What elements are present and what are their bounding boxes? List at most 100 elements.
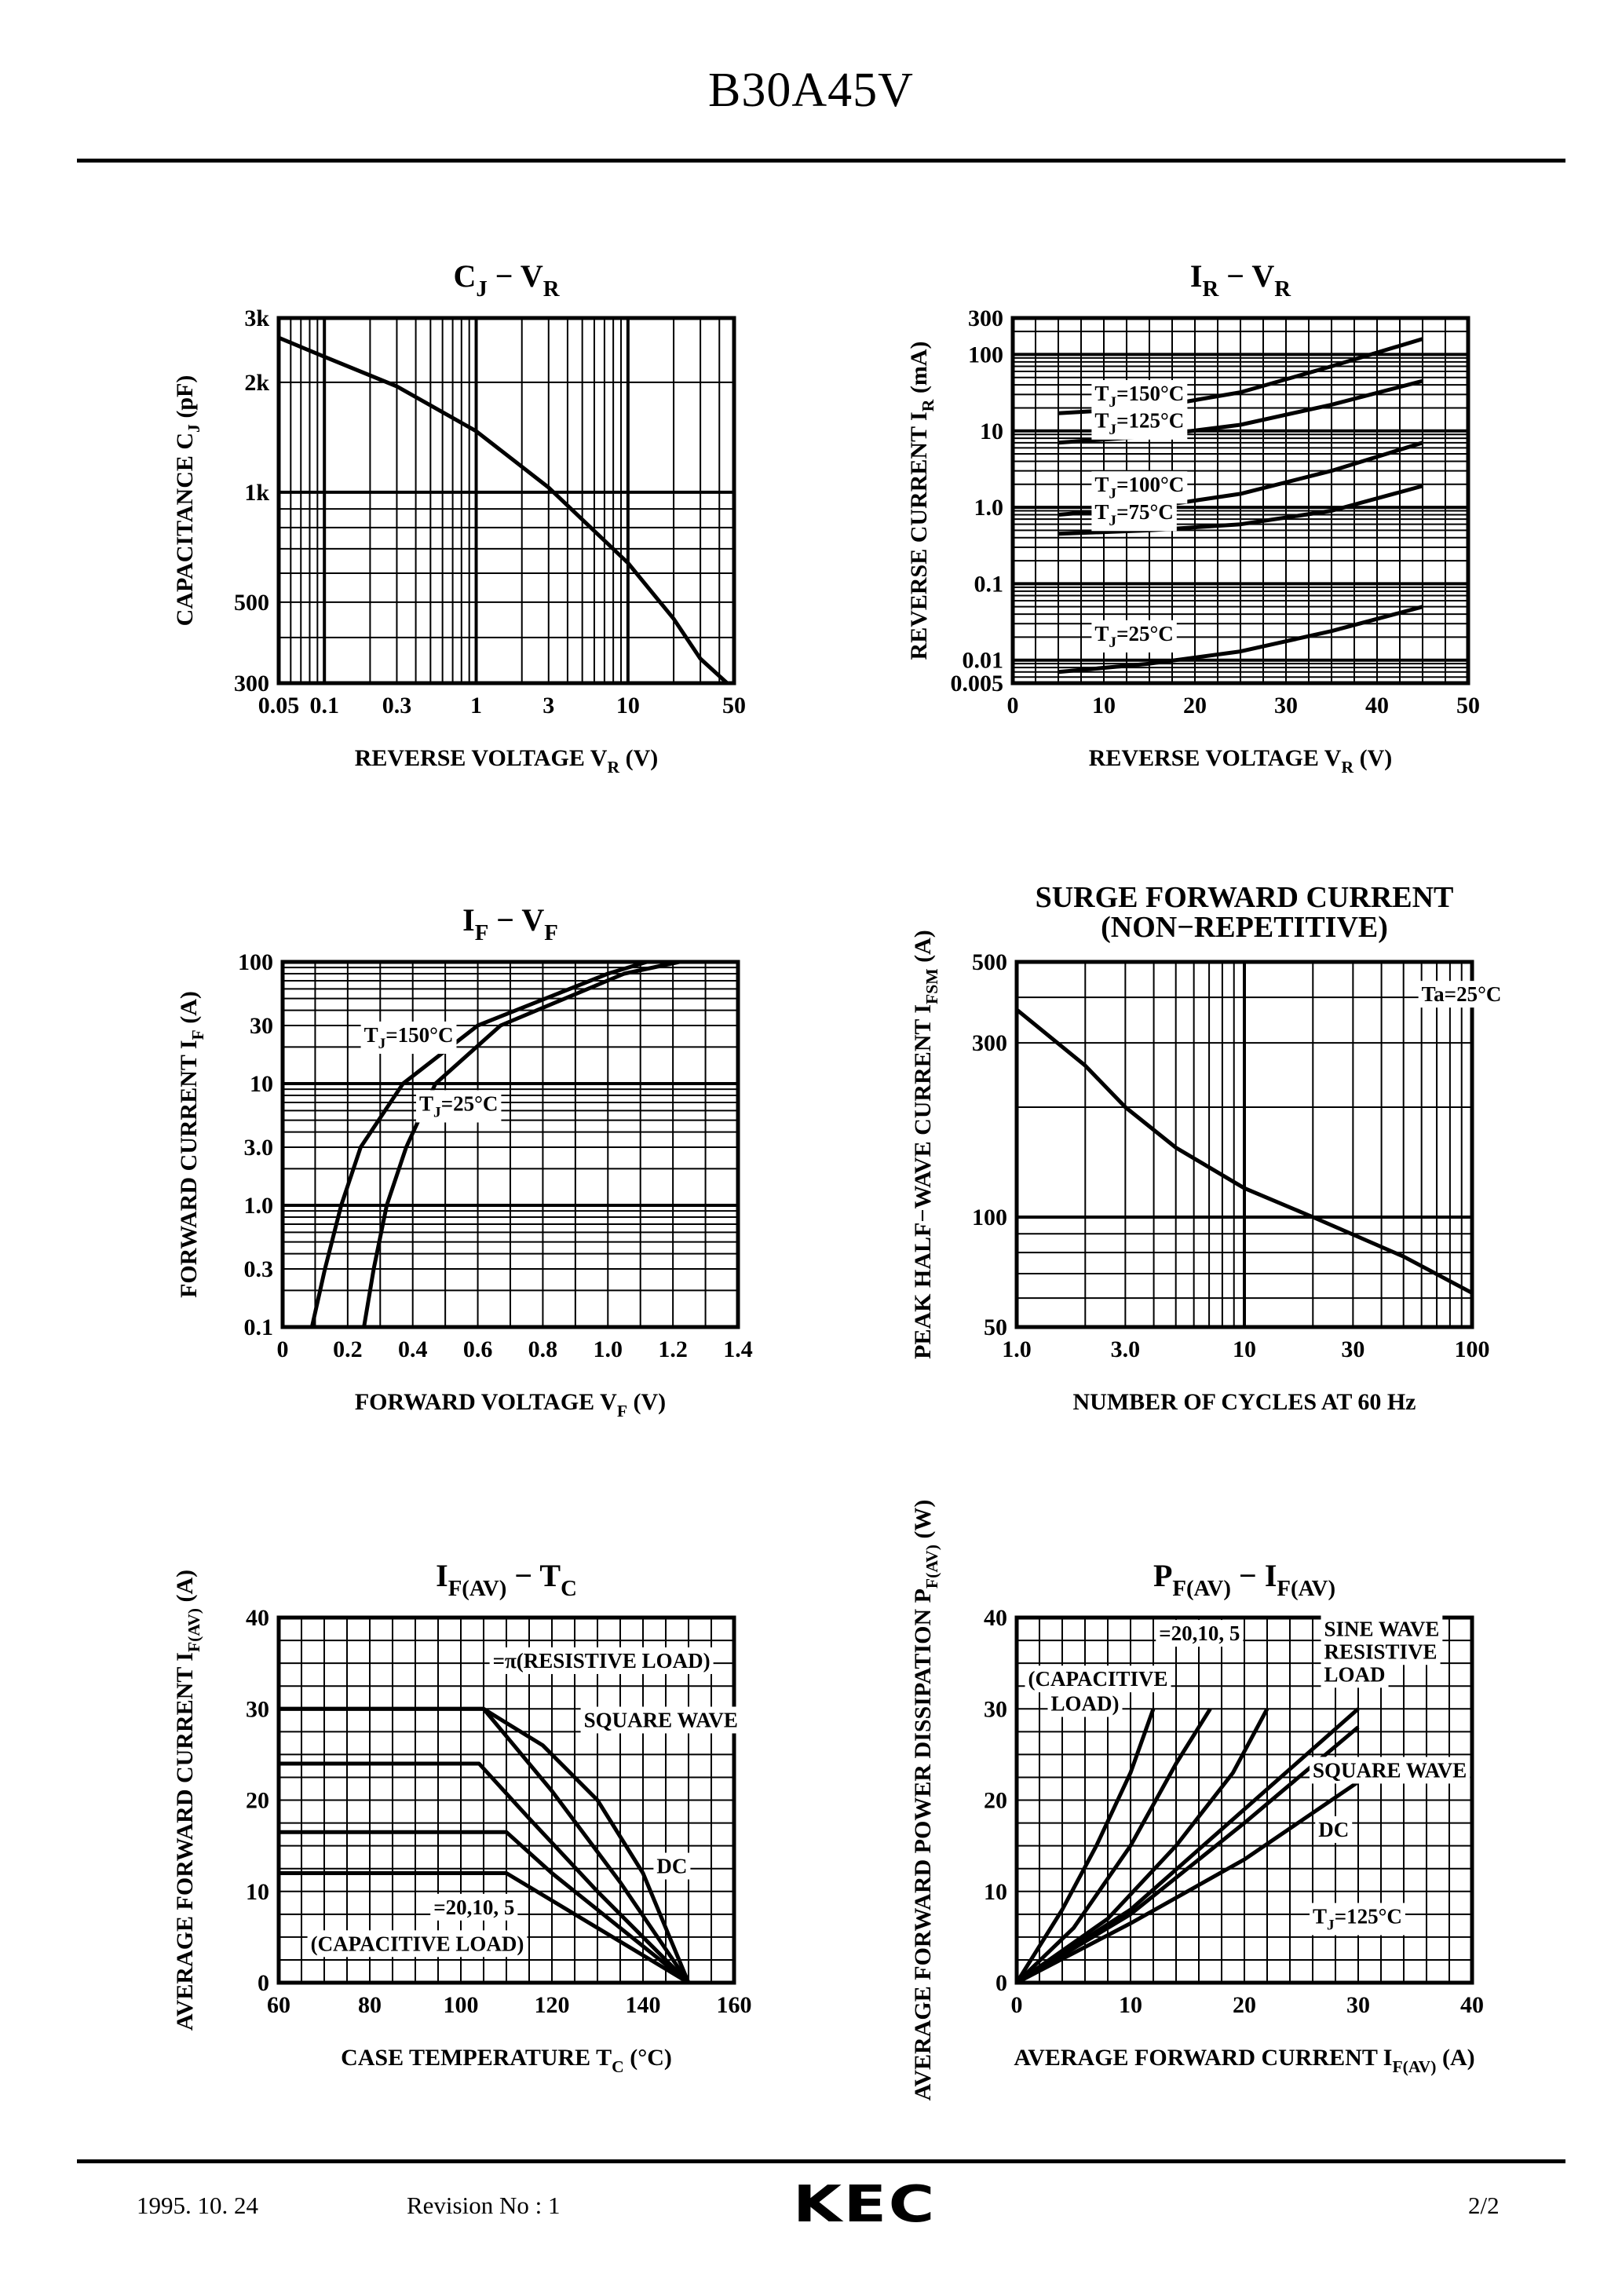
x-tick-label: 100 [444,1992,479,2018]
y-tick-label: 40 [246,1605,269,1631]
plot-frame [276,316,736,686]
annotation-bg [1047,1690,1123,1717]
annotation-bg [360,1021,457,1055]
annotation-label: DC [656,1855,687,1878]
y-tick-label: 300 [968,305,1003,331]
annotation-label: TJ​=125°C [1313,1904,1402,1933]
plot-frame [280,960,740,1329]
x-tick-label: 0.6 [463,1336,493,1362]
grid [278,317,735,684]
series-line [279,1830,690,1984]
y-tick-label: 10 [984,1879,1007,1905]
annotation-bg [653,1852,691,1880]
series-line [1015,1007,1474,1295]
annotation-label: =20,10, 5 [433,1896,514,1919]
y-tick-label: 3k [244,305,269,331]
y-tick-label: 300 [234,671,269,696]
x-axis-label: AVERAGE FORWARD CURRENT IF(AV)​ (A) [1014,2045,1474,2076]
annotation-label: SINE WAVE [1324,1617,1440,1640]
annotation-bg [416,1090,502,1123]
footer-date: 1995. 10. 24 [137,2192,258,2219]
series-line [1058,605,1423,675]
page-title: B30A45V [708,64,914,117]
chart-pfav-ifav: 0 10 20 30 40 0 10 20 30 40 PF(AV)​ − IF(AV)​ AVERA… [910,1500,1484,2101]
annotation-label: TJ​=150°C [1094,382,1184,411]
x-tick-label: 100 [1455,1336,1490,1362]
annotation-label: LOAD) [1051,1692,1120,1716]
x-tick-label: 10 [1119,1992,1142,2018]
chart-title: CJ​ − VR​ [453,258,560,302]
annotation-bg [1091,620,1177,653]
x-tick-label: 60 [267,1992,290,2018]
annotation-label: TJ​=75°C [1094,500,1173,529]
x-tick-label: 0.05 [258,693,300,718]
chart-title: IR​ − VR​ [1190,258,1291,302]
y-tick-label: 10 [250,1071,273,1097]
annotation-label: TJ​=150°C [364,1023,454,1052]
annotation-bg [1321,1615,1443,1643]
chart-cj-vr: 0.05 0.1 0.3 1 3 10 50 300 500 1k 2k 3k CJ​ − VR​ REV… [172,258,746,777]
x-tick-label: 1.4 [723,1336,753,1362]
x-axis-label: FORWARD VOLTAGE VF​ (V) [355,1389,666,1420]
y-tick-label: 10 [980,419,1003,444]
y-tick-label: 0.005 [951,671,1004,696]
y-tick-label: 50 [984,1314,1007,1340]
y-tick-label: 2k [244,370,269,396]
y-tick-label: 30 [250,1013,273,1039]
y-tick-label: 40 [984,1605,1007,1631]
x-tick-label: 0 [1011,1992,1023,2018]
series-line [1015,1708,1269,1985]
y-tick-label: 0.3 [244,1256,274,1282]
y-tick-label: 500 [234,590,269,616]
annotation-bg [430,1893,518,1921]
annotation-label: LOAD [1324,1662,1386,1686]
x-tick-label: 50 [1456,693,1480,718]
series-line [279,1761,690,1984]
annotation-label: TJ​=125°C [1094,409,1184,438]
x-tick-label: 0.4 [398,1336,428,1362]
annotation-label: (CAPACITIVE [1028,1667,1168,1691]
y-tick-label: 500 [972,949,1007,975]
y-tick-label: 30 [984,1696,1007,1722]
annotation-label: Ta=25°C [1422,982,1502,1006]
y-axis-label: REVERSE CURRENT IR​ (mA) [906,342,937,660]
series-line [309,960,648,1328]
y-axis-label: PEAK HALF−WAVE CURRENT IFSM​ (A) [910,930,941,1359]
series-line [278,335,729,685]
x-tick-label: 10 [616,693,640,718]
x-axis-label: REVERSE VOLTAGE VR​ (V) [1089,745,1393,777]
annotation-bg [1091,407,1188,440]
y-tick-label: 3.0 [244,1135,274,1161]
x-tick-label: 30 [1346,1992,1370,2018]
x-tick-label: 30 [1341,1336,1364,1362]
y-axis-label: AVERAGE FORWARD POWER DISSIPATION PF(AV)… [910,1500,941,2101]
annotation-bg [1310,1757,1470,1784]
x-tick-label: 40 [1460,1992,1484,2018]
x-tick-label: 0.3 [382,693,412,718]
chart-if-vf: 0 0.2 0.4 0.6 0.8 1.0 1.2 1.4 0.1 0.3 1.0 3.0 10 30 10… [176,902,753,1420]
plot-frame [1010,316,1470,686]
x-tick-label: 140 [626,1992,661,2018]
y-tick-label: 100 [972,1205,1007,1230]
y-tick-label: 0.1 [974,571,1004,597]
y-tick-label: 0.01 [963,648,1004,674]
series-line [362,960,680,1328]
annotation-bg [1091,380,1188,413]
x-tick-label: 0.1 [309,693,339,718]
x-tick-label: 3.0 [1111,1336,1141,1362]
x-tick-label: 1 [470,693,482,718]
annotation-bg [1315,1816,1353,1843]
x-tick-label: 1.2 [658,1336,688,1362]
x-tick-label: 0 [277,1336,289,1362]
y-tick-label: 100 [968,342,1003,367]
y-tick-label: 100 [238,949,273,975]
y-tick-label: 20 [984,1788,1007,1814]
series-line [279,1871,690,1985]
annotation-label: TJ​=25°C [1094,622,1173,651]
x-tick-label: 30 [1274,693,1298,718]
kec-logo: KEC [793,2176,937,2234]
y-tick-label: 0.1 [244,1314,274,1340]
x-axis-label: REVERSE VOLTAGE VR​ (V) [355,745,659,777]
